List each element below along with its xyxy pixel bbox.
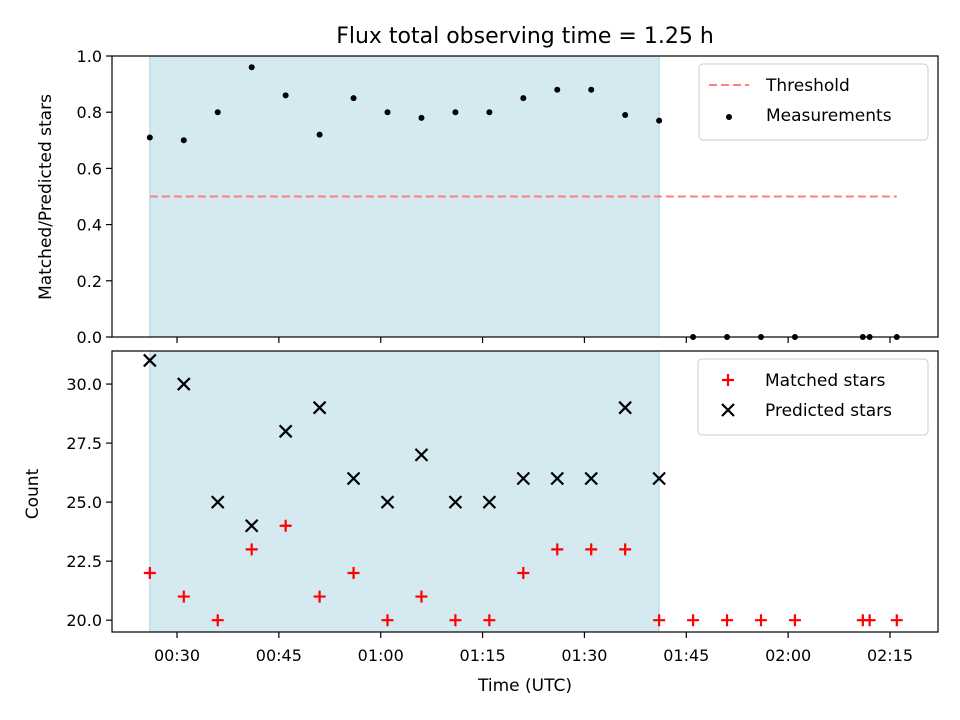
predicted-stars-point	[414, 448, 429, 462]
predicted-stars-point	[448, 495, 463, 509]
legend-predicted-stars-label: Predicted stars	[765, 401, 892, 421]
y-tick-label: 0.4	[77, 216, 102, 235]
predicted-stars-point	[380, 495, 395, 509]
top-y-axis-label: Matched/Predicted stars	[36, 94, 56, 300]
measurements-point	[418, 114, 425, 121]
legend-measurements-handle	[726, 114, 732, 120]
y-tick-label: 20.0	[66, 611, 102, 630]
y-tick-label: 25.0	[66, 493, 102, 512]
x-tick-label: 00:30	[154, 646, 200, 665]
measurements-point	[520, 95, 527, 102]
measurements-point	[248, 64, 255, 71]
matched-stars-point	[619, 543, 632, 556]
y-tick-label: 27.5	[66, 434, 102, 453]
matched-stars-point	[863, 614, 876, 627]
matched-stars-point	[788, 614, 801, 627]
matched-stars-point	[381, 614, 394, 627]
x-tick-label: 02:00	[765, 646, 811, 665]
measurements-point	[452, 109, 459, 116]
predicted-stars-point	[312, 400, 327, 415]
x-tick-label: 00:45	[256, 646, 302, 665]
matched-stars-point	[687, 614, 700, 627]
predicted-stars-point	[482, 495, 497, 509]
predicted-stars-point	[278, 424, 293, 439]
predicted-stars-point	[618, 400, 632, 415]
plot-area	[149, 56, 897, 337]
bottom-y-axis-label: Count	[23, 468, 43, 519]
measurements-point	[214, 109, 221, 116]
matched-stars-point	[890, 614, 903, 627]
predicted-stars-point	[177, 377, 191, 391]
y-tick-label: 1.0	[77, 47, 102, 66]
measurements-point	[588, 86, 595, 93]
y-tick-label: 0.6	[77, 159, 102, 178]
predicted-stars-point	[244, 518, 259, 533]
x-tick-label: 01:45	[663, 646, 709, 665]
y-tick-label: 0.0	[77, 328, 102, 347]
legend-threshold-label: Threshold	[765, 76, 850, 96]
chart-title: Flux total observing time = 1.25 h	[336, 24, 714, 49]
matched-stars-point	[517, 566, 530, 579]
observing-span	[149, 351, 660, 632]
measurements-point	[146, 134, 153, 141]
matched-stars-point	[585, 543, 598, 556]
matched-stars-point	[279, 519, 292, 532]
x-tick-label: 01:30	[561, 646, 607, 665]
axes-frame	[111, 350, 939, 633]
legend-box	[697, 358, 929, 436]
matched-stars-point	[754, 614, 767, 627]
measurements-point	[316, 131, 323, 138]
x-tick-label: 01:15	[460, 646, 506, 665]
measurements-point	[554, 86, 561, 93]
measurements-point	[180, 137, 187, 144]
predicted-stars-point	[550, 471, 565, 486]
measurements-point	[350, 95, 357, 102]
legend-measurements-label: Measurements	[766, 106, 892, 126]
legend-matched-stars-label: Matched stars	[765, 371, 885, 391]
y-tick-label: 0.2	[77, 272, 102, 291]
predicted-stars-point	[584, 471, 598, 486]
x-axis-label: Time (UTC)	[477, 676, 572, 696]
legend-box	[698, 63, 929, 141]
matched-stars-point	[143, 566, 156, 579]
matched-stars-point	[313, 590, 326, 603]
x-tick-label: 01:00	[358, 646, 404, 665]
x-tick-label: 02:15	[867, 646, 913, 665]
matched-stars-point	[177, 590, 190, 603]
matched-stars-point	[449, 614, 462, 627]
y-tick-label: 30.0	[66, 375, 102, 394]
legend-predicted-stars-handle	[721, 403, 735, 417]
matched-stars-point	[653, 614, 666, 627]
predicted-stars-point	[516, 471, 531, 486]
predicted-stars-point	[210, 495, 225, 509]
measurements-point	[622, 112, 629, 119]
legend-matched-stars-handle	[722, 374, 734, 386]
predicted-stars-point	[143, 353, 157, 368]
bottom-plot: 20.0 22.5 25.0 27.5 30.0 00:30 00:45 01:00 01:15…	[66, 350, 939, 665]
matched-stars-point	[211, 614, 224, 627]
plot-area	[149, 351, 660, 632]
measurements-point	[656, 117, 663, 124]
axes-frame	[111, 55, 939, 338]
predicted-stars-point	[346, 471, 361, 486]
measurements-point	[384, 109, 391, 116]
matched-stars-point	[415, 590, 428, 603]
measurements-point	[486, 109, 493, 116]
matched-stars-point	[347, 566, 360, 579]
matched-stars-point	[551, 543, 564, 556]
measurements-point	[282, 92, 289, 99]
matched-stars-point	[245, 543, 258, 556]
predicted-stars-point	[652, 471, 666, 486]
matched-stars-point	[721, 614, 734, 627]
top-plot: 0.0 0.2 0.4 0.6 0.8 1.0 Threshold Measurements	[77, 47, 939, 347]
matched-stars-point	[483, 614, 496, 627]
y-tick-label: 22.5	[66, 552, 102, 571]
y-tick-label: 0.8	[77, 103, 102, 122]
